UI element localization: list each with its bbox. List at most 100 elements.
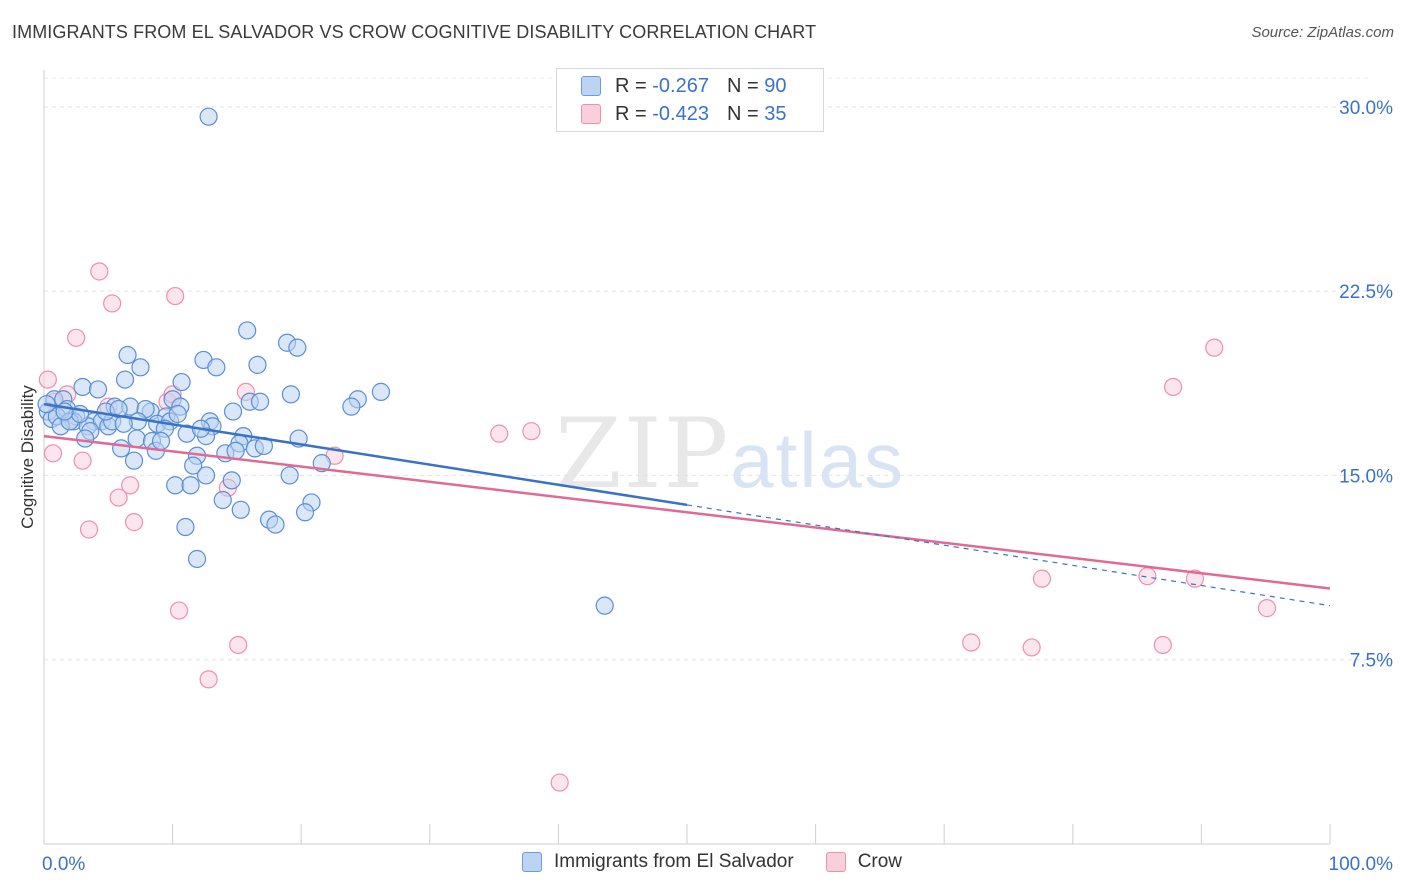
el-salvador-point bbox=[118, 345, 137, 365]
legend-label: Immigrants from El Salvador bbox=[554, 851, 794, 872]
crow-point bbox=[169, 601, 189, 620]
axes bbox=[43, 70, 1331, 845]
el-salvador-point bbox=[595, 596, 614, 615]
el-salvador-point bbox=[181, 476, 200, 495]
crow-point bbox=[124, 513, 144, 532]
n-value: 90 bbox=[764, 74, 787, 97]
r-value: -0.267 bbox=[652, 74, 709, 97]
el-salvador-point bbox=[172, 372, 191, 392]
stats-legend: R = -0.267 N = 90 R = -0.423 N = 35 bbox=[556, 68, 824, 132]
y-tick-label: 7.5% bbox=[1350, 651, 1393, 672]
el-salvador-point bbox=[187, 549, 207, 569]
el-salvador-trend-line bbox=[43, 402, 688, 507]
r-label: R = bbox=[615, 74, 647, 97]
chart-title: IMMIGRANTS FROM EL SALVADOR VS CROW COGN… bbox=[12, 22, 817, 42]
el-salvador-point bbox=[288, 338, 307, 357]
y-tick-label: 30.0% bbox=[1339, 98, 1393, 119]
el-salvador-point bbox=[226, 441, 245, 460]
swatch-blue bbox=[581, 76, 601, 96]
el-salvador-point bbox=[184, 456, 203, 475]
legend-swatch-blue bbox=[522, 852, 542, 872]
el-salvador-point bbox=[112, 439, 131, 458]
r-label: R = bbox=[615, 102, 647, 125]
el-salvador-point bbox=[281, 385, 301, 404]
crow-point bbox=[73, 451, 92, 470]
trend-lines bbox=[43, 402, 1331, 607]
el-salvador-point bbox=[73, 377, 92, 397]
el-salvador-point bbox=[222, 471, 241, 490]
el-salvador-point bbox=[109, 399, 128, 419]
crow-trend-line bbox=[43, 434, 1331, 590]
n-value: 35 bbox=[764, 102, 787, 125]
el-salvador-point bbox=[248, 355, 267, 374]
el-salvador-point bbox=[295, 503, 315, 522]
el-salvador-point bbox=[266, 515, 285, 534]
stats-row-crow: R = -0.423 N = 35 bbox=[581, 102, 786, 126]
el-salvador-point bbox=[213, 490, 232, 510]
el-salvador-point bbox=[76, 429, 95, 448]
el-salvador-point bbox=[223, 402, 243, 421]
y-axis-label: Cognitive Disability bbox=[18, 385, 37, 529]
legend-item-crow: Crow bbox=[825, 851, 903, 873]
el-salvador-point bbox=[207, 358, 226, 377]
crow-point bbox=[90, 262, 109, 281]
el-salvador-point bbox=[250, 392, 270, 411]
el-salvador-point bbox=[342, 397, 361, 416]
series-crow-points bbox=[38, 262, 1277, 792]
crow-point bbox=[43, 444, 63, 463]
crow-point bbox=[1164, 377, 1183, 397]
crow-point bbox=[550, 773, 569, 792]
crow-point bbox=[1138, 567, 1157, 586]
el-salvador-point bbox=[199, 107, 218, 126]
el-salvador-trend-extension bbox=[686, 504, 1331, 607]
el-salvador-point bbox=[115, 370, 135, 389]
crow-point bbox=[103, 294, 122, 313]
el-salvador-point bbox=[176, 517, 195, 537]
crow-point bbox=[229, 635, 248, 655]
el-salvador-point bbox=[151, 431, 171, 451]
crow-point bbox=[109, 488, 128, 507]
crow-point bbox=[1022, 638, 1041, 657]
crow-point bbox=[38, 370, 57, 389]
r-value: -0.423 bbox=[652, 102, 709, 125]
crow-point bbox=[962, 633, 981, 652]
el-salvador-point bbox=[124, 451, 144, 470]
crow-point bbox=[490, 424, 509, 443]
crow-point bbox=[1185, 569, 1205, 588]
el-salvador-point bbox=[280, 466, 299, 485]
y-tick-label: 15.0% bbox=[1339, 466, 1393, 487]
crow-point bbox=[1205, 338, 1224, 357]
el-salvador-point bbox=[131, 358, 150, 377]
stats-row-el-salvador: R = -0.267 N = 90 bbox=[581, 74, 786, 98]
legend-label: Crow bbox=[857, 851, 903, 872]
crow-point bbox=[166, 286, 185, 306]
crow-point bbox=[1032, 569, 1052, 588]
el-salvador-point bbox=[371, 382, 391, 401]
source-label: Source: ZipAtlas.com bbox=[1251, 24, 1394, 41]
crow-point bbox=[79, 520, 99, 539]
series-legend: Immigrants from El Salvador Crow bbox=[522, 851, 934, 873]
swatch-pink bbox=[581, 104, 601, 124]
series-el-salvador-points bbox=[37, 107, 614, 615]
el-salvador-point bbox=[168, 404, 187, 424]
crow-point bbox=[1153, 635, 1172, 655]
x-tick-label: 0.0% bbox=[42, 854, 85, 875]
el-salvador-point bbox=[166, 476, 185, 495]
legend-item-el-salvador: Immigrants from El Salvador bbox=[522, 851, 794, 873]
axis-labels: 7.5% 15.0% 22.5% 30.0% 0.0% 100.0% Cognitive D… bbox=[18, 98, 1393, 875]
el-salvador-point bbox=[88, 380, 108, 399]
legend-swatch-pink bbox=[825, 852, 846, 872]
grid-lines bbox=[44, 77, 1370, 661]
el-salvador-point bbox=[196, 466, 216, 485]
y-tick-label: 22.5% bbox=[1339, 282, 1393, 303]
el-salvador-point bbox=[231, 500, 250, 519]
crow-point bbox=[67, 328, 86, 347]
crow-point bbox=[522, 422, 541, 441]
watermark: ZIPatlas bbox=[555, 398, 905, 510]
x-tick-label: 100.0% bbox=[1329, 854, 1394, 875]
el-salvador-point bbox=[127, 429, 146, 448]
n-label: N = bbox=[726, 102, 759, 125]
crow-point bbox=[199, 670, 218, 689]
crow-point bbox=[1257, 599, 1277, 618]
